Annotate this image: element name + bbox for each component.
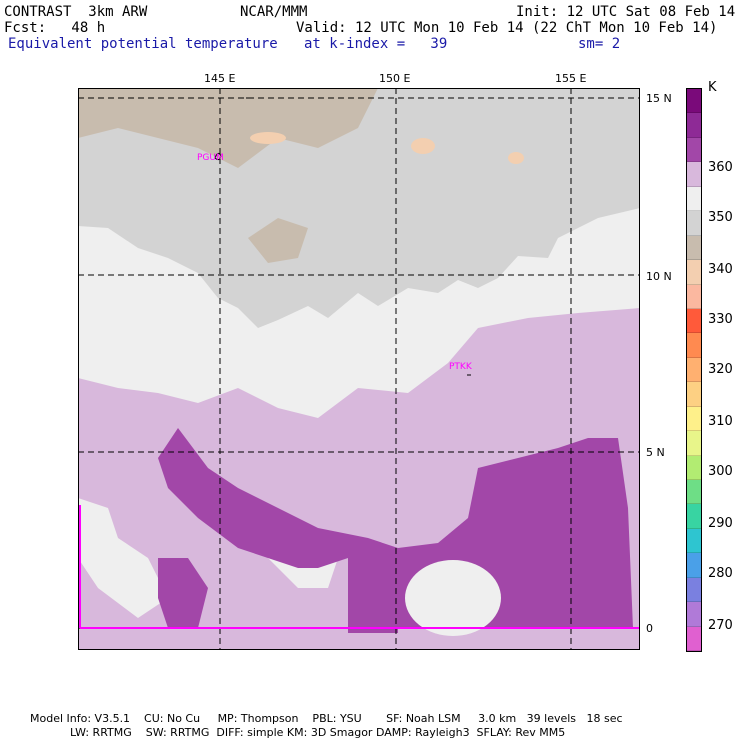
legend-color-swatch (687, 186, 701, 212)
legend-color-swatch (687, 455, 701, 480)
legend-label: 270 (708, 618, 733, 633)
lat-label-5n: 5 N (646, 446, 665, 459)
org-label: NCAR/MMM (240, 4, 308, 20)
legend-color-swatch (687, 504, 701, 529)
field-tan-patch (78, 88, 378, 168)
legend-color-swatch (687, 333, 701, 358)
legend-label: 340 (708, 262, 733, 277)
legend-label: 360 (708, 160, 733, 175)
legend-color-swatch (687, 308, 701, 334)
legend-color-swatch (687, 553, 701, 578)
map-plot (78, 88, 640, 650)
model-info-line2: LW: RRTMG SW: RRTMG DIFF: simple KM: 3D … (70, 726, 566, 739)
lon-label-150: 150 E (379, 72, 411, 85)
field-darkpurple-region (158, 428, 633, 628)
field-darkpurple-region (158, 558, 208, 628)
legend-color-swatch (687, 480, 701, 505)
legend-color-swatch (687, 89, 701, 114)
init-time: Init: 12 UTC Sat 08 Feb 14 (516, 4, 736, 20)
lat-label-0: 0 (646, 622, 653, 635)
lat-label-15n: 15 N (646, 92, 672, 105)
field-tan-patch (248, 218, 308, 263)
lon-label-145: 145 E (204, 72, 236, 85)
legend-color-swatch (687, 382, 701, 407)
lat-label-10n: 10 N (646, 270, 672, 283)
legend-color-swatch (687, 626, 701, 652)
legend-label: 320 (708, 362, 733, 377)
field-darkpurple-region (348, 578, 398, 633)
legend-color-swatch (687, 113, 701, 138)
field-white-circle (405, 560, 501, 636)
field-white-patch (78, 498, 168, 618)
legend-color-swatch (687, 406, 701, 432)
station-pgum: PGUM (197, 153, 224, 163)
field-peach-spot (411, 138, 435, 154)
legend-label: 280 (708, 566, 733, 581)
legend-color-swatch (687, 162, 701, 187)
forecast-hour: Fcst: 48 h (4, 20, 106, 36)
model-title: CONTRAST 3km ARW (4, 4, 148, 20)
valid-time: Valid: 12 UTC Mon 10 Feb 14 (22 ChT Mon … (296, 20, 718, 36)
field-peach-spot (508, 152, 524, 164)
island-outline (214, 152, 222, 161)
legend-color-swatch (687, 235, 701, 261)
legend-color-swatch (687, 602, 701, 627)
legend-color-swatch (687, 211, 701, 236)
legend-color-swatch (687, 431, 701, 456)
legend-label: 290 (708, 516, 733, 531)
legend-label: 300 (708, 464, 733, 479)
station-ptkk: PTKK (449, 362, 472, 372)
level-info: at k-index = 39 (304, 36, 448, 52)
legend-color-swatch (687, 260, 701, 285)
legend-color-swatch (687, 528, 701, 554)
legend-label: 330 (708, 312, 733, 327)
legend-color-swatch (687, 577, 701, 603)
legend-color-swatch (687, 284, 701, 309)
legend-color-swatch (687, 137, 701, 163)
model-info-line1: Model Info: V3.5.1 CU: No Cu MP: Thompso… (30, 712, 623, 725)
legend-color-swatch (687, 357, 701, 383)
field-peach-spot (250, 132, 286, 144)
map-frame (78, 88, 640, 650)
legend-unit: K (708, 80, 717, 95)
legend-label: 350 (708, 210, 733, 225)
legend-colorbar (686, 88, 702, 652)
field-name: Equivalent potential temperature (8, 36, 278, 52)
lon-label-155: 155 E (555, 72, 587, 85)
legend-label: 310 (708, 414, 733, 429)
smoothing-info: sm= 2 (578, 36, 621, 52)
